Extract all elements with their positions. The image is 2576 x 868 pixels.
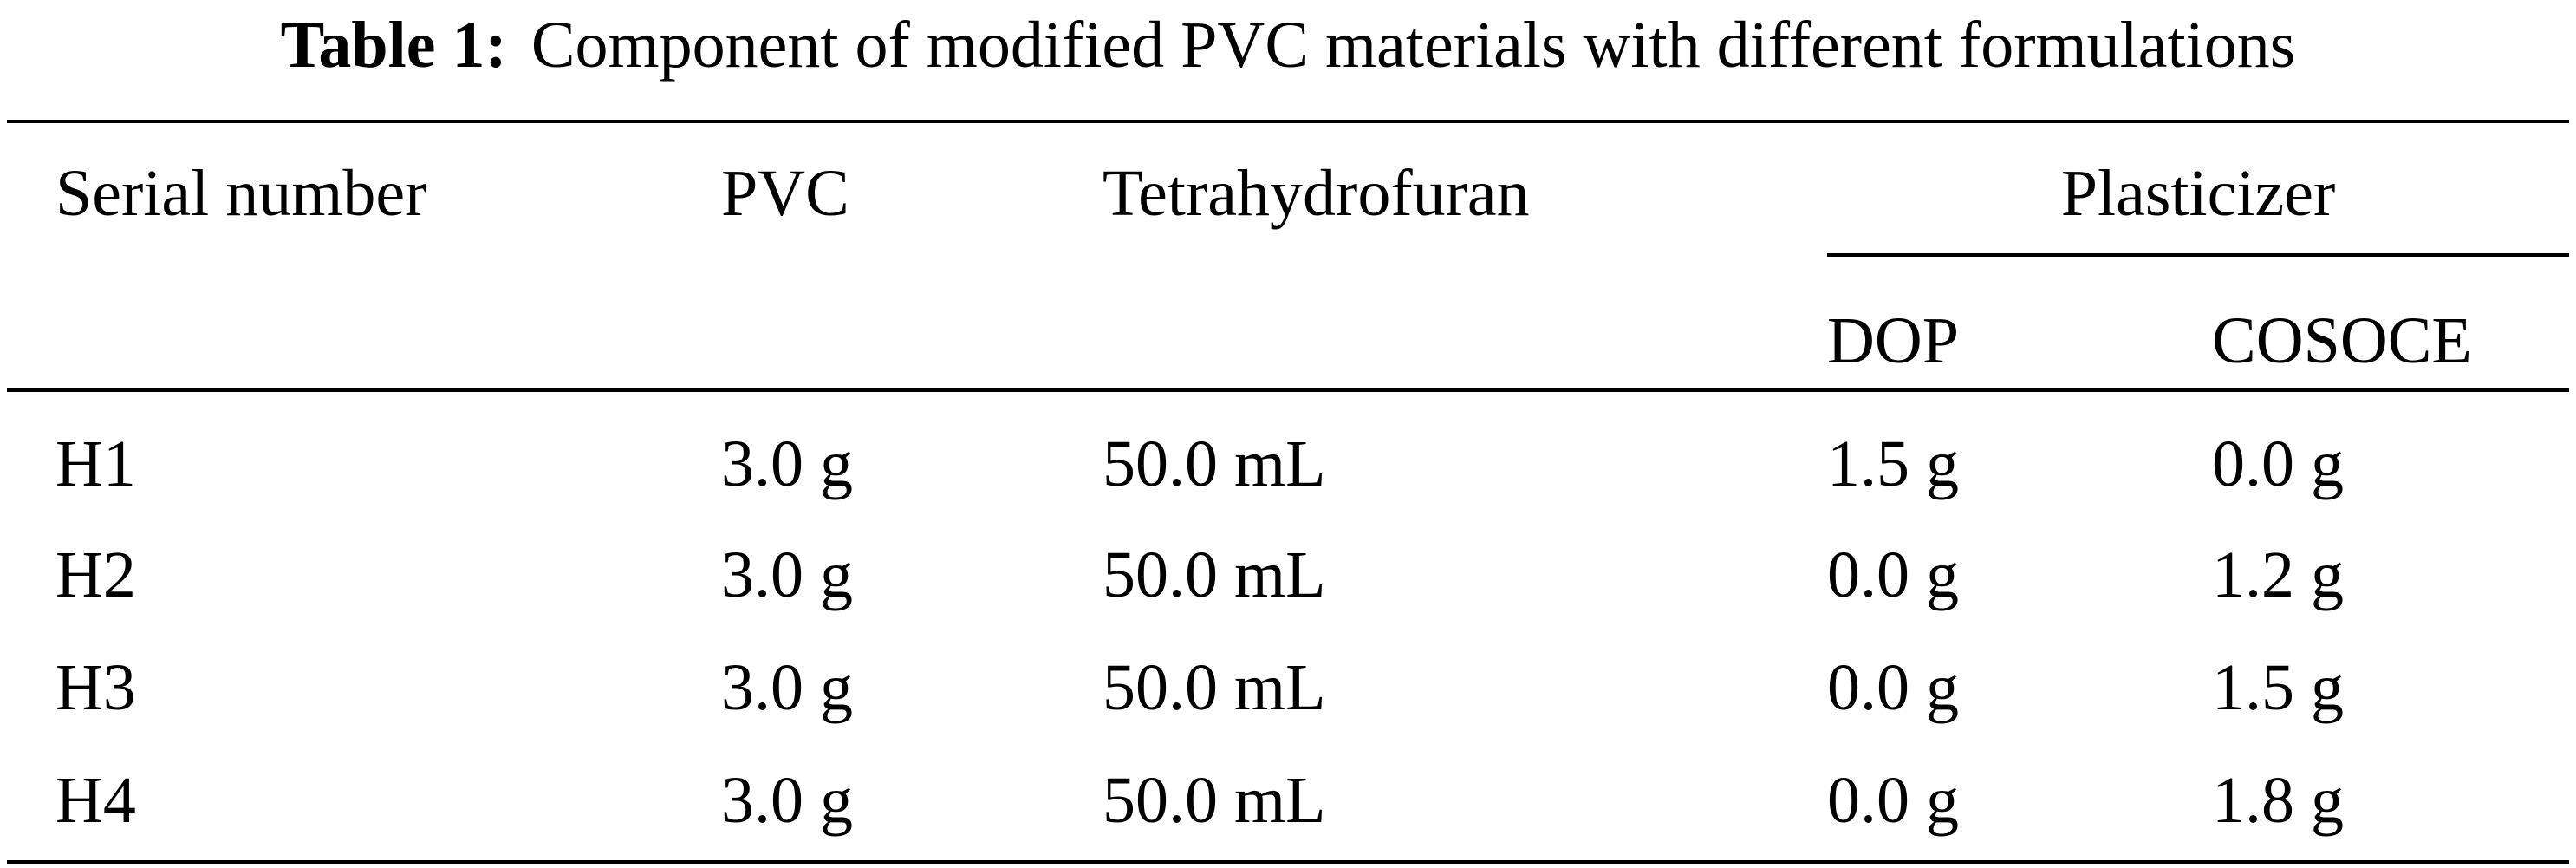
top-rule xyxy=(7,120,2569,123)
cell-dop: 0.0 g xyxy=(1827,651,1959,724)
header-dop: DOP xyxy=(1827,304,1960,377)
cell-dop: 0.0 g xyxy=(1827,538,1959,611)
cell-serial: H2 xyxy=(55,538,136,611)
header-plasticizer: Plasticizer xyxy=(2060,157,2336,230)
cell-thf: 50.0 mL xyxy=(1103,651,1326,724)
cell-thf: 50.0 mL xyxy=(1103,764,1326,837)
cell-serial: H1 xyxy=(55,427,136,500)
cell-pvc: 3.0 g xyxy=(721,538,853,611)
caption-text: Component of modified PVC materials with… xyxy=(530,9,2296,82)
cell-thf: 50.0 mL xyxy=(1103,427,1326,500)
caption-label: Table 1: xyxy=(280,9,507,82)
header-cosoce: COSOCE xyxy=(2212,304,2472,377)
cell-serial: H3 xyxy=(55,651,136,724)
header-bottom-rule xyxy=(7,388,2569,392)
table-caption: Table 1: Component of modified PVC materi… xyxy=(0,0,2576,90)
cell-dop: 1.5 g xyxy=(1827,427,1959,500)
cell-cosoce: 1.5 g xyxy=(2212,651,2344,724)
bottom-rule xyxy=(7,860,2569,864)
header-pvc: PVC xyxy=(721,157,849,230)
cell-pvc: 3.0 g xyxy=(721,764,853,837)
cell-serial: H4 xyxy=(55,764,136,837)
cell-cosoce: 0.0 g xyxy=(2212,427,2344,500)
cell-thf: 50.0 mL xyxy=(1103,538,1326,611)
cell-cosoce: 1.8 g xyxy=(2212,764,2344,837)
cell-dop: 0.0 g xyxy=(1827,764,1959,837)
cell-pvc: 3.0 g xyxy=(721,651,853,724)
header-serial-number: Serial number xyxy=(55,157,427,230)
plasticizer-group-rule xyxy=(1827,253,2569,257)
cell-pvc: 3.0 g xyxy=(721,427,853,500)
header-tetrahydrofuran: Tetrahydrofuran xyxy=(1103,157,1530,230)
cell-cosoce: 1.2 g xyxy=(2212,538,2344,611)
